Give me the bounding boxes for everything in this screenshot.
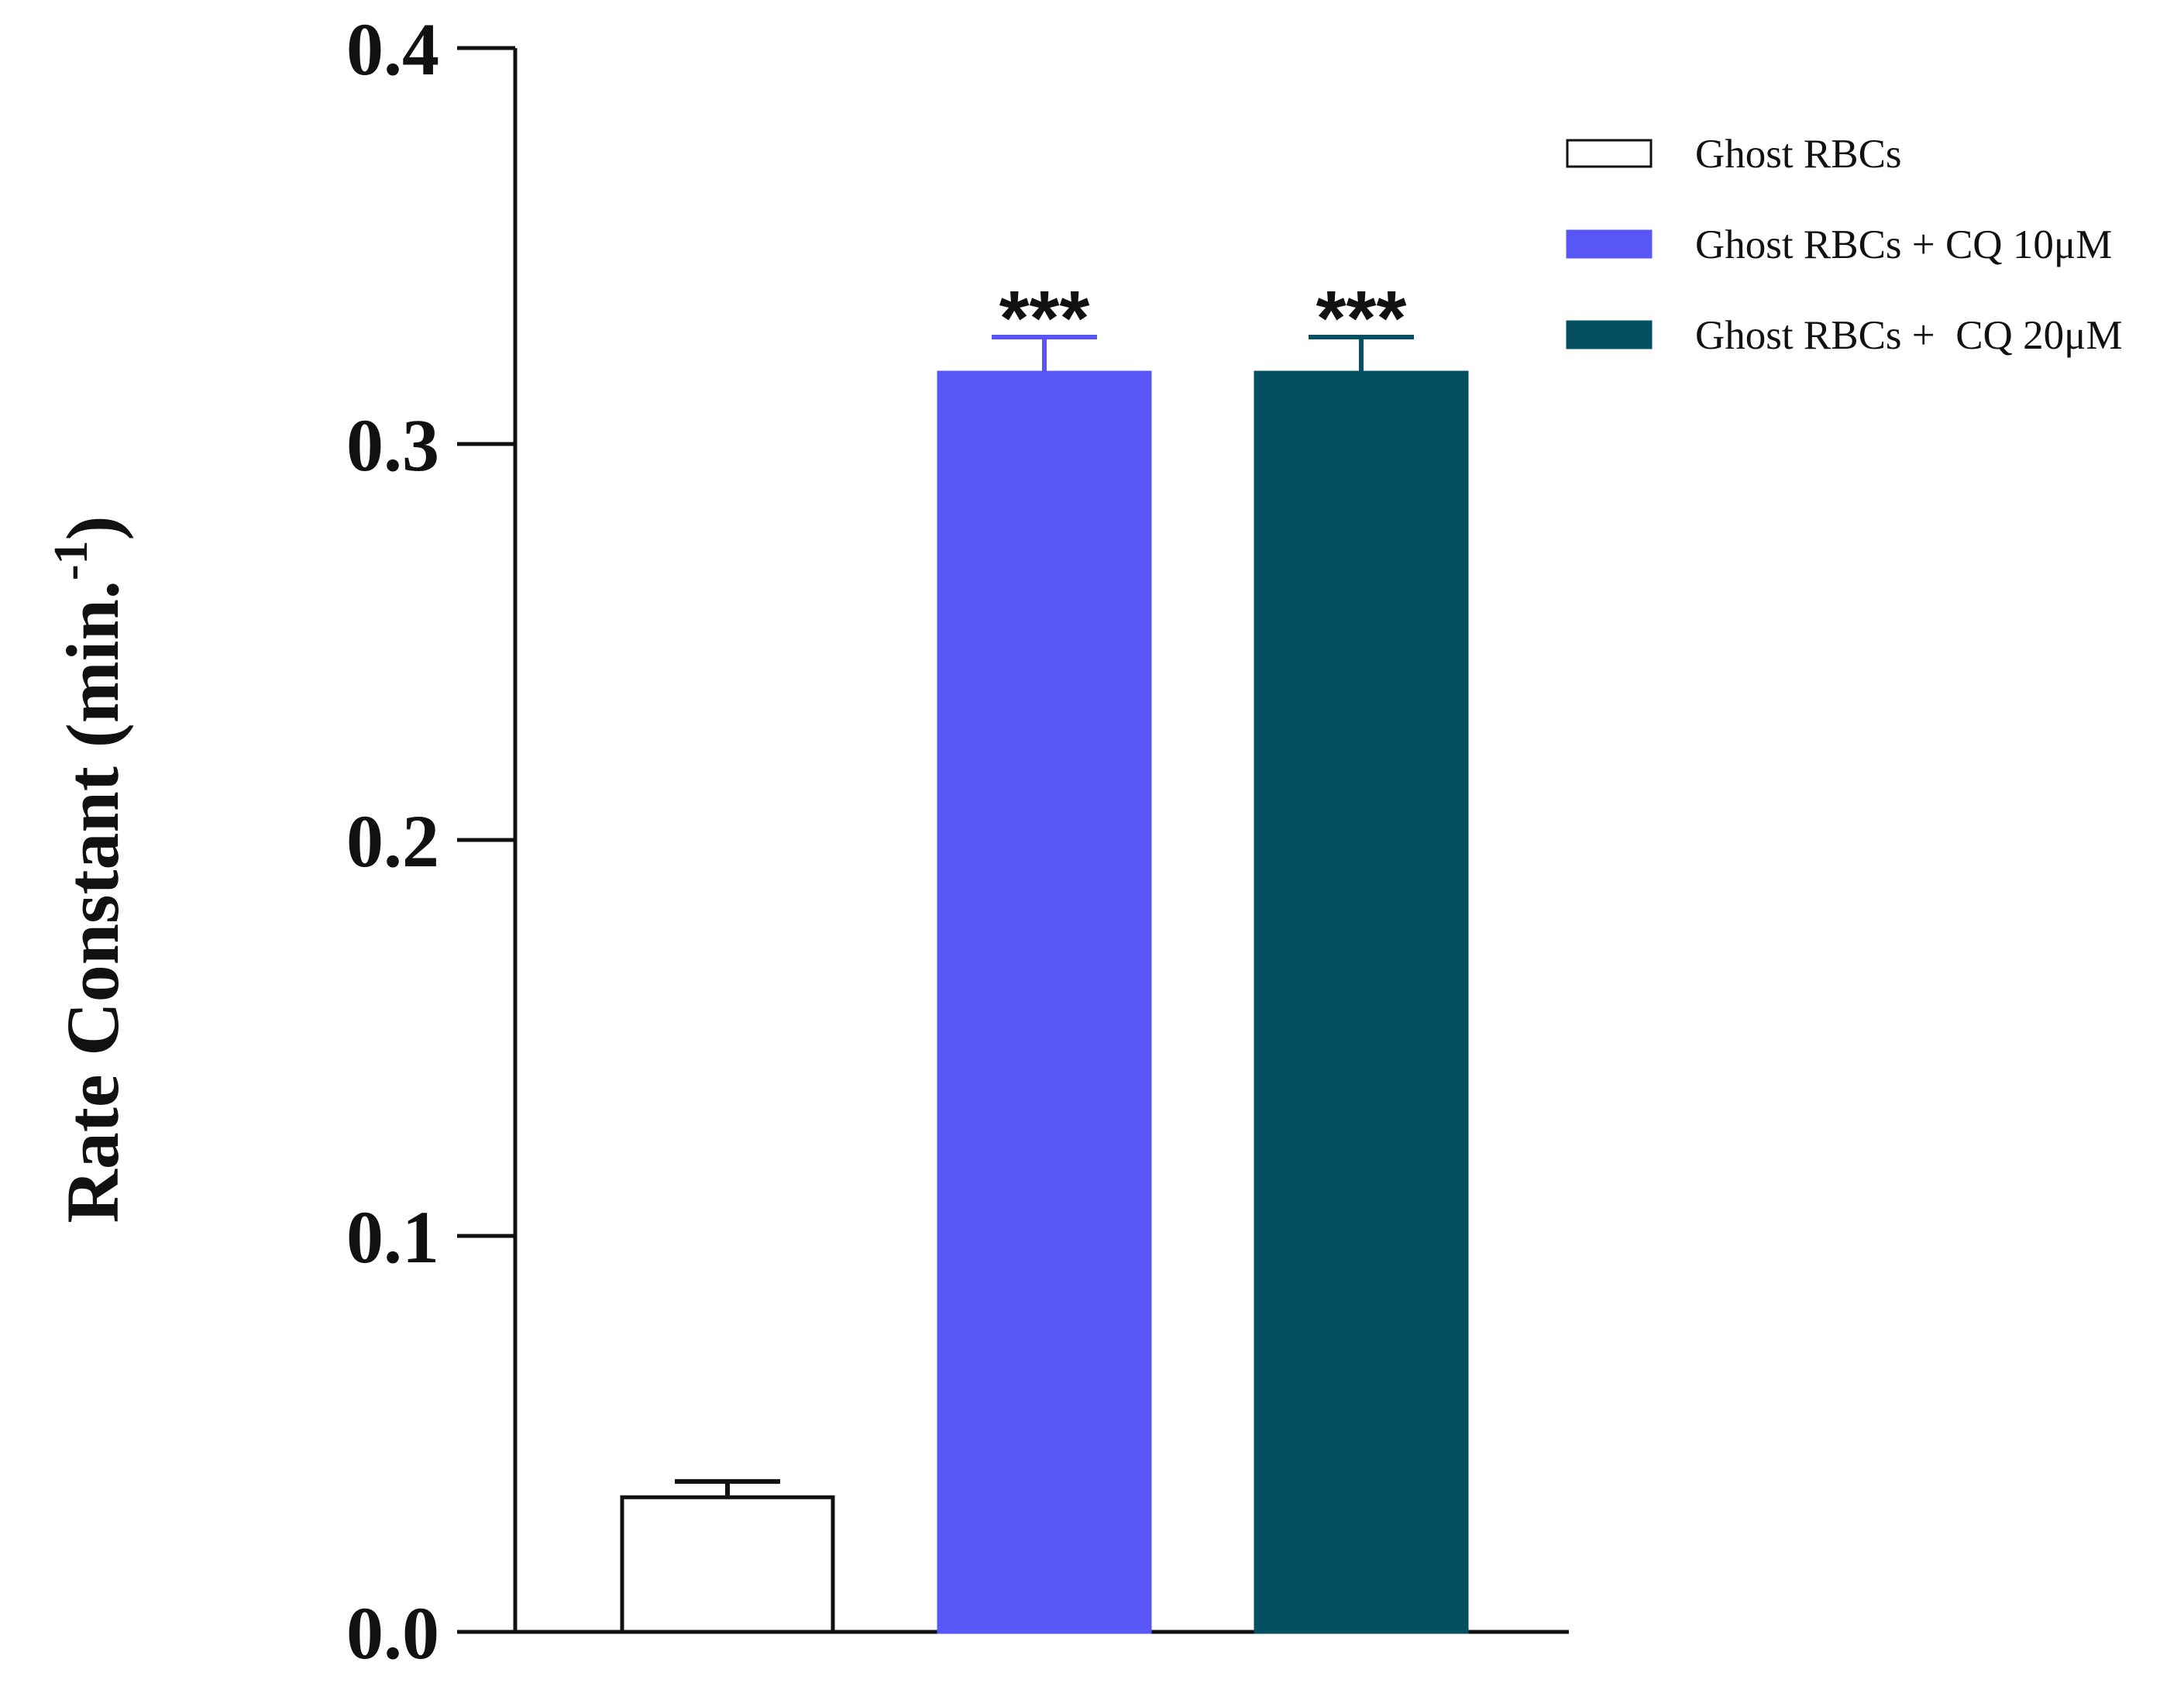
legend-label-0: Ghost RBCs xyxy=(1695,132,1902,177)
y-axis-title-main: Rate Constant (min. xyxy=(51,580,134,1223)
y-ticks: 0.0 0.1 0.2 0.3 0.4 xyxy=(346,8,515,1675)
y-tick-label-1: 0.1 xyxy=(346,1196,439,1279)
legend-swatch-1 xyxy=(1566,229,1653,259)
y-axis-title: Rate Constant (min.-1) xyxy=(45,516,134,1224)
legend-swatch-0 xyxy=(1566,139,1653,168)
bar-2 xyxy=(1254,370,1469,1634)
y-tick-label-2: 0.2 xyxy=(346,800,439,883)
y-tick-label-3: 0.3 xyxy=(346,404,439,487)
bar-1 xyxy=(937,370,1152,1634)
y-tick-label-0: 0.0 xyxy=(346,1592,439,1675)
y-tick-label-4: 0.4 xyxy=(346,8,439,91)
y-axis-title-superscript: -1 xyxy=(45,541,98,581)
legend-swatch-2 xyxy=(1566,320,1653,349)
legend-label-2: Ghost RBCs + CQ 20μM xyxy=(1695,313,2123,358)
error-bars xyxy=(675,335,1414,1498)
legend: Ghost RBCs Ghost RBCs + CQ 10μM Ghost RBCs… xyxy=(1566,132,2123,358)
significance-label-1: *** xyxy=(999,275,1090,362)
bars xyxy=(620,370,1469,1634)
legend-label-1: Ghost RBCs + CQ 10μM xyxy=(1695,222,2112,267)
y-axis-title-close: ) xyxy=(51,516,134,541)
significance-label-2: *** xyxy=(1316,275,1407,362)
bar-0 xyxy=(620,1495,835,1634)
significance-labels: *** *** xyxy=(999,275,1407,362)
